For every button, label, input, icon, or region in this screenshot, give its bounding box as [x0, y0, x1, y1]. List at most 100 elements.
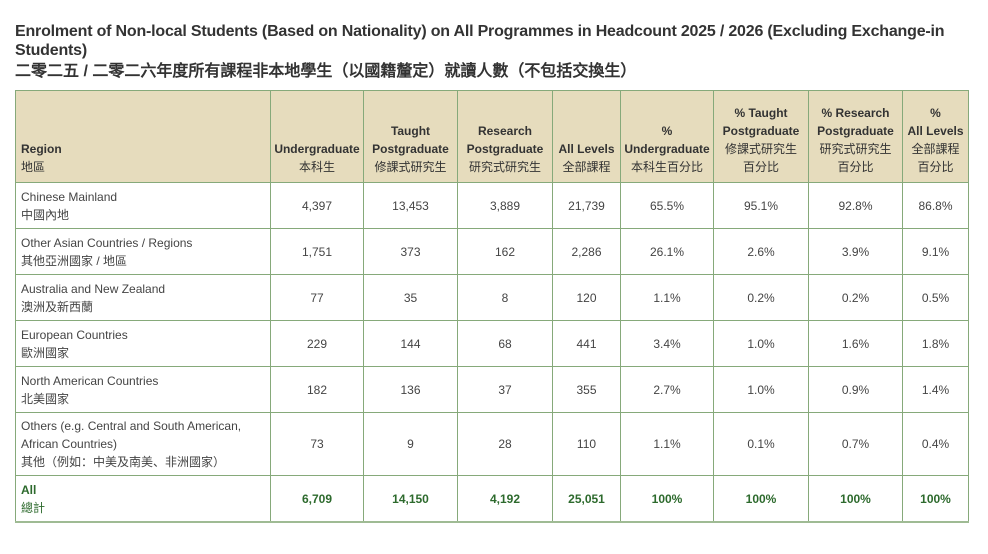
value-cell: 100%: [713, 475, 809, 523]
value-cell: 73: [270, 412, 364, 476]
value-cell: 92.8%: [808, 182, 903, 229]
table-row: Chinese Mainland 中國內地 4,397 13,453 3,889 21,7…: [15, 182, 969, 229]
column-header-en: Research Postgraduate: [466, 124, 544, 156]
region-name-zh: 其他（例如：中美及南美、非洲國家）: [21, 455, 226, 469]
value-cell: 1.0%: [713, 320, 809, 367]
region-name-zh: 其他亞洲國家 / 地區: [21, 253, 128, 268]
value-cell: 441: [552, 320, 621, 367]
page-title: Enrolment of Non-local Students (Based o…: [15, 23, 945, 59]
region-cell: European Countries 歐洲國家: [15, 320, 271, 367]
value-cell: 144: [363, 320, 458, 367]
column-header-en: Taught Postgraduate: [372, 124, 449, 156]
column-header-zh: 本科生: [298, 160, 335, 174]
column-header: Taught Postgraduate 修課式研究生: [363, 90, 458, 183]
region-cell: Australia and New Zealand 澳洲及新西蘭: [15, 274, 271, 321]
value-cell: 0.5%: [902, 274, 969, 321]
column-header-en: % Research Postgraduate: [817, 106, 894, 138]
value-cell: 21,739: [552, 182, 621, 229]
value-cell: 77: [270, 274, 364, 321]
value-cell: 100%: [620, 475, 714, 523]
value-cell: 14,150: [363, 475, 458, 523]
total-row: All 總計 6,709 14,150 4,192 25,051 100% 100% 100% 1…: [15, 475, 969, 523]
column-header-zh: 全部課程: [562, 160, 611, 174]
value-cell: 2.7%: [620, 366, 714, 413]
region-cell: Other Asian Countries / Regions 其他亞洲國家 / …: [15, 228, 271, 275]
value-cell: 1.0%: [713, 366, 809, 413]
value-cell: 0.9%: [808, 366, 903, 413]
value-cell: 100%: [902, 475, 969, 523]
region-cell: All 總計: [15, 475, 271, 523]
column-header-en: All Levels: [558, 142, 615, 156]
value-cell: 3,889: [457, 182, 553, 229]
value-cell: 1.6%: [808, 320, 903, 367]
column-header-zh: 地區: [21, 160, 46, 174]
value-cell: 0.2%: [808, 274, 903, 321]
region-name-zh: 歐洲國家: [21, 345, 70, 360]
page-subtitle-chinese: 二零二五 / 二零二六年度所有課程非本地學生（以國籍釐定）就讀人數（不包括交換生…: [15, 63, 637, 80]
region-name-en: Others (e.g. Central and South American,…: [21, 419, 242, 451]
column-header-en: % Undergraduate: [624, 124, 710, 156]
value-cell: 95.1%: [713, 182, 809, 229]
value-cell: 1.8%: [902, 320, 969, 367]
table-row: Others (e.g. Central and South American,…: [15, 412, 969, 476]
value-cell: 25,051: [552, 475, 621, 523]
table-row: Other Asian Countries / Regions 其他亞洲國家 / …: [15, 228, 969, 275]
region-name-zh: 中國內地: [21, 207, 70, 222]
column-header-zh: 研究式研究生: [468, 160, 541, 174]
value-cell: 229: [270, 320, 364, 367]
table-row: Australia and New Zealand 澳洲及新西蘭 77 35 8 120 1…: [15, 274, 969, 321]
value-cell: 8: [457, 274, 553, 321]
value-cell: 9.1%: [902, 228, 969, 275]
column-header-en: Undergraduate: [274, 142, 360, 156]
column-header: % All Levels 全部課程 百分比: [902, 90, 969, 183]
value-cell: 1.4%: [902, 366, 969, 413]
value-cell: 1,751: [270, 228, 364, 275]
table-row: European Countries 歐洲國家 229 144 68 441 3.4% 1.0…: [15, 320, 969, 367]
value-cell: 86.8%: [902, 182, 969, 229]
column-header-zh: 修課式研究生: [374, 160, 447, 174]
value-cell: 2.6%: [713, 228, 809, 275]
column-header: % Taught Postgraduate 修課式研究生 百分比: [713, 90, 809, 183]
table-header-row: Region 地區 Undergraduate 本科生 Taught Postgradua…: [15, 90, 969, 183]
column-header-en: Region: [21, 142, 62, 156]
column-header: Undergraduate 本科生: [270, 90, 364, 183]
region-cell: Chinese Mainland 中國內地: [15, 182, 271, 229]
value-cell: 9: [363, 412, 458, 476]
region-name-zh: 北美國家: [21, 391, 70, 406]
column-header-zh: 全部課程 百分比: [911, 142, 960, 174]
column-header-en: % Taught Postgraduate: [722, 106, 800, 138]
column-header-en: % All Levels: [907, 106, 964, 138]
region-name-en: Chinese Mainland: [21, 189, 118, 204]
column-header: % Undergraduate 本科生百分比: [620, 90, 714, 183]
value-cell: 355: [552, 366, 621, 413]
column-header: Region 地區: [15, 90, 271, 183]
value-cell: 0.1%: [713, 412, 809, 476]
enrolment-table: Region 地區 Undergraduate 本科生 Taught Postgradua…: [15, 90, 969, 523]
column-header-zh: 本科生百分比: [630, 160, 703, 174]
value-cell: 6,709: [270, 475, 364, 523]
value-cell: 37: [457, 366, 553, 413]
value-cell: 28: [457, 412, 553, 476]
value-cell: 13,453: [363, 182, 458, 229]
value-cell: 182: [270, 366, 364, 413]
value-cell: 3.4%: [620, 320, 714, 367]
column-header-zh: 修課式研究生 百分比: [724, 142, 797, 174]
region-name-en: All: [21, 482, 37, 497]
column-header: Research Postgraduate 研究式研究生: [457, 90, 553, 183]
value-cell: 4,397: [270, 182, 364, 229]
region-name-en: North American Countries: [21, 373, 159, 388]
region-cell: Others (e.g. Central and South American,…: [15, 412, 271, 476]
value-cell: 0.2%: [713, 274, 809, 321]
region-name-en: Australia and New Zealand: [21, 281, 166, 296]
value-cell: 100%: [808, 475, 903, 523]
column-header: All Levels 全部課程: [552, 90, 621, 183]
region-name-zh: 澳洲及新西蘭: [21, 299, 94, 314]
value-cell: 162: [457, 228, 553, 275]
region-name-en: Other Asian Countries / Regions: [21, 235, 193, 250]
region-name-en: European Countries: [21, 327, 128, 342]
value-cell: 136: [363, 366, 458, 413]
value-cell: 120: [552, 274, 621, 321]
value-cell: 4,192: [457, 475, 553, 523]
value-cell: 1.1%: [620, 274, 714, 321]
value-cell: 0.4%: [902, 412, 969, 476]
